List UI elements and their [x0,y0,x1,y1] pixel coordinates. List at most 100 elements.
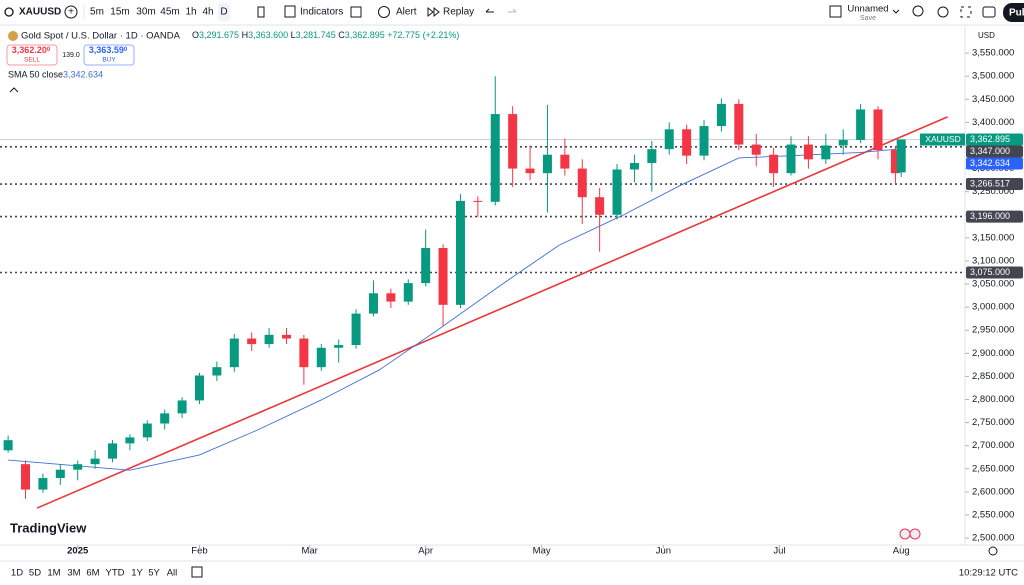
layout-checkbox[interactable] [829,5,842,18]
undo[interactable] [485,8,494,13]
y-tick-label: 2,900.000 [972,348,1014,359]
candle-body [108,443,118,459]
price-tag [966,133,1023,146]
replay-icon[interactable] [427,6,440,18]
candle-body [525,168,535,174]
range-button[interactable]: All [167,568,178,579]
y-tick-label: 2,750.000 [972,417,1014,428]
price-tag-label: 3,196.000 [970,211,1010,221]
interval-button[interactable]: 1h [185,7,196,18]
x-tick-label: Jun [656,546,671,557]
candle-body [160,413,170,424]
price-tag-label: 3,342.634 [970,158,1010,168]
sma-legend-name: SMA 50 close [8,69,63,79]
range-button[interactable]: 5Y [148,568,160,579]
snapshot[interactable] [982,6,996,18]
alert-button[interactable]: Alert [396,7,417,18]
redo[interactable] [508,8,517,13]
candle-body [873,109,883,151]
y-tick-label: 3,100.000 [972,255,1014,266]
candle-body [55,469,65,479]
compare-button[interactable] [64,5,78,19]
search-icon[interactable] [4,7,14,17]
range-button[interactable]: 1M [47,568,60,579]
candle-body [490,114,500,202]
y-tick-label: 3,550.000 [972,48,1014,59]
y-tick-label: 3,400.000 [972,117,1014,128]
candle-body [3,440,13,451]
x-tick-label: 2025 [67,546,89,557]
candle-body [125,437,135,444]
x-tick-label: Mar [301,546,317,557]
candle-body [351,313,361,346]
range-button[interactable]: 6M [86,568,99,579]
y-tick-label: 3,250.000 [972,186,1014,197]
candle-body [194,375,204,401]
price-tag-label: 3,362.895 [970,134,1010,144]
save-label[interactable]: Save [860,15,876,22]
chart-type-icon[interactable] [257,6,265,18]
range-button[interactable]: 5D [29,568,41,579]
candle-body [838,139,848,146]
clock: 10:29:12 UTC [959,568,1018,579]
candle-body [299,338,309,368]
interval-button[interactable]: 30m [136,7,155,18]
sell-label: SELL [24,57,40,64]
x-tick-label: Jul [773,546,785,557]
legend-key: L [291,30,296,40]
candle-body [73,464,83,470]
y-tick-label: 3,000.000 [972,302,1014,313]
templates-icon[interactable] [350,6,362,18]
settings[interactable] [937,6,949,18]
buy-button[interactable] [83,44,135,66]
indicators-button[interactable]: Indicators [300,7,343,18]
event-flag[interactable] [899,528,911,540]
layout-menu[interactable] [892,9,900,14]
range-button[interactable]: 1D [11,568,23,579]
sell-button[interactable] [6,44,58,66]
collapse-legend[interactable] [9,87,19,93]
price-tag [966,210,1023,223]
interval-button[interactable]: 15m [110,7,129,18]
range-button[interactable]: YTD [106,568,125,579]
x-tick-label: Apr [418,546,433,557]
candle-body [264,334,274,345]
candle-body [21,464,31,490]
legend-key: O [192,30,199,40]
price-tag-label: 3,347.000 [970,146,1010,156]
interval-button[interactable]: 45m [160,7,179,18]
indicators-icon[interactable] [284,5,296,18]
interval-button[interactable]: 5m [90,7,104,18]
currency: USD [978,31,995,40]
axis-settings[interactable] [988,546,998,556]
interval-button[interactable]: 4h [202,7,213,18]
goto-date[interactable] [191,566,203,578]
candle-body [421,248,431,284]
candle-body [682,129,692,156]
quick-search[interactable] [912,5,924,17]
candle-body [560,154,570,169]
fullscreen[interactable] [960,6,972,18]
interval-button[interactable]: D [220,7,227,18]
candle-body [177,400,187,414]
branding: TradingView [10,520,87,535]
compare-plus: + [68,7,74,18]
sma-legend-value: 3,342.634 [63,69,103,79]
symbol[interactable]: XAUUSD [19,7,61,18]
replay-button[interactable]: Replay [443,7,474,18]
candle-body [542,154,552,174]
candle-body [577,168,587,198]
y-tick-label: 2,600.000 [972,486,1014,497]
layout-name[interactable]: Unnamed [847,4,888,15]
buy-label: BUY [102,57,116,64]
x-tick-label: Aug [893,546,910,557]
candle-body [229,338,239,368]
range-button[interactable]: 1Y [131,568,143,579]
candle-body [769,154,779,174]
publish-button[interactable] [1003,3,1024,22]
event-flag[interactable] [909,528,921,540]
alert-icon[interactable] [378,6,390,18]
candle-body [890,150,900,174]
legend-value: 3,281.745 [296,30,336,40]
range-button[interactable]: 3M [67,568,80,579]
